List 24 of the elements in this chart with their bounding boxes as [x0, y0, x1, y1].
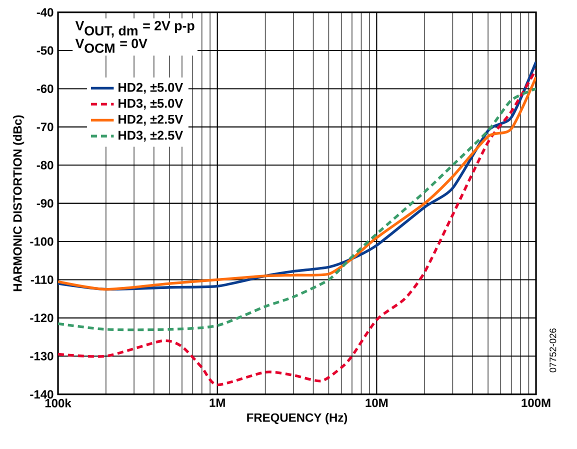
- legend-label: HD2, ±2.5V: [118, 114, 184, 126]
- y-tick-label: -60: [36, 84, 54, 93]
- x-tick-label: 10M: [366, 398, 388, 408]
- y-tick-label: -110: [30, 275, 54, 284]
- y-tick-label: -40: [36, 8, 54, 17]
- y-tick-label: -80: [36, 160, 54, 170]
- x-tick-label: 100k: [45, 398, 72, 408]
- annotation: $\mbox{V}_{\mbox{OCM}}\mbox{ = 0V}$: [75, 38, 148, 53]
- y-tick-label: -140: [30, 390, 54, 399]
- y-tick-label: -120: [30, 314, 54, 322]
- y-tick-label: -130: [30, 352, 54, 360]
- y-tick-label: -90: [36, 199, 54, 208]
- text: 07752-026: [550, 328, 556, 372]
- y-tick-label: -50: [36, 46, 54, 55]
- legend-label: HD2, ±5.0V: [118, 82, 184, 94]
- y-axis-title: HARMONIC DISTORTION (dBc): [12, 115, 24, 292]
- x-tick-label: 100M: [522, 398, 550, 408]
- x-tick-label: 1M: [210, 398, 225, 407]
- annotation: $\mbox{V}_{\mbox{OUT, dm}}\mbox{ = 2V p-p}$: [75, 20, 194, 38]
- x-axis-title: FREQUENCY (Hz): [247, 413, 348, 424]
- y-tick-label: -100: [30, 237, 54, 246]
- legend-label: HD3, ±5.0V: [118, 98, 184, 110]
- y-tick-label: -70: [36, 122, 54, 132]
- legend-label: HD3, ±2.5V: [118, 130, 184, 142]
